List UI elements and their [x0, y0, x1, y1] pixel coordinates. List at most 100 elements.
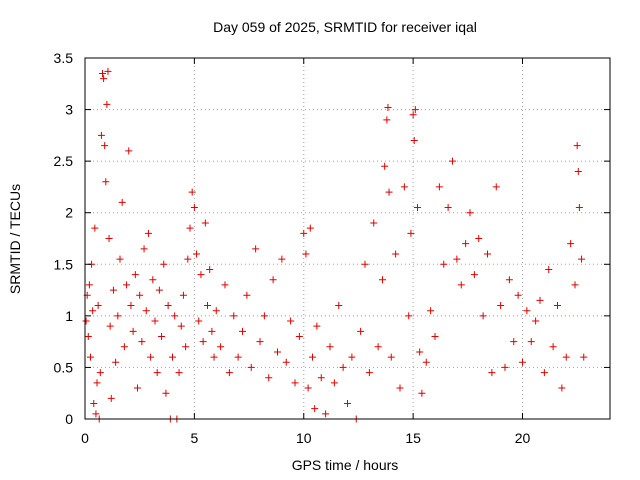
data-point — [197, 271, 205, 279]
y-tick-label: 2.5 — [54, 153, 74, 169]
data-point — [125, 147, 133, 155]
data-point — [357, 327, 365, 335]
data-point — [410, 137, 418, 145]
data-point — [295, 332, 303, 340]
data-point — [431, 332, 439, 340]
data-point — [488, 369, 496, 377]
grid-lines — [85, 58, 610, 419]
data-point — [374, 343, 382, 351]
data-point — [575, 204, 583, 212]
data-point — [101, 142, 109, 150]
data-point — [470, 271, 478, 279]
axis-ticks: 0 0.5 1 1.5 2 2.5 3 3.5 0 5 10 15 20 — [54, 50, 610, 446]
data-point — [396, 384, 404, 392]
data-point — [155, 286, 163, 294]
data-point — [578, 255, 586, 263]
data-point — [217, 343, 225, 351]
data-point — [326, 343, 334, 351]
data-point — [580, 353, 588, 361]
y-tick-label: 3 — [65, 102, 73, 118]
data-point — [309, 353, 316, 361]
data-point — [179, 291, 187, 299]
data-point — [291, 379, 299, 387]
data-point — [247, 363, 255, 371]
data-point — [177, 322, 185, 330]
data-point — [400, 183, 408, 191]
data-point — [505, 276, 513, 284]
data-point — [99, 69, 106, 77]
data-point — [129, 327, 137, 335]
x-tick-label: 10 — [296, 430, 312, 446]
data-point — [93, 379, 101, 387]
data-point — [492, 183, 500, 191]
data-point — [208, 327, 216, 335]
data-point — [365, 369, 373, 377]
data-point — [269, 276, 277, 284]
data-point — [449, 157, 456, 165]
data-point — [416, 348, 424, 356]
data-point — [440, 260, 448, 268]
data-point — [90, 400, 98, 408]
data-point — [106, 322, 114, 330]
data-point — [414, 204, 421, 212]
data-point — [457, 281, 465, 289]
y-tick-label: 3.5 — [54, 50, 74, 66]
data-point — [221, 281, 229, 289]
data-point — [545, 265, 553, 273]
x-axis-title: GPS time / hours — [292, 457, 399, 473]
data-point — [252, 245, 260, 253]
y-tick-label: 0 — [65, 411, 73, 427]
data-point — [306, 224, 314, 232]
data-point — [206, 265, 214, 273]
data-point — [120, 343, 128, 351]
data-point — [475, 235, 483, 242]
data-point — [510, 338, 518, 346]
data-point — [102, 178, 110, 186]
data-point — [175, 369, 183, 377]
data-point — [184, 255, 192, 263]
x-tick-label: 20 — [515, 430, 531, 446]
data-point — [100, 75, 108, 83]
data-point — [466, 209, 474, 217]
data-point — [182, 343, 190, 351]
data-point — [112, 358, 120, 366]
data-point — [89, 307, 97, 315]
data-point — [330, 379, 338, 387]
y-axis-title: SRMTID / TECUs — [7, 184, 23, 294]
data-point — [204, 302, 211, 310]
data-point — [462, 240, 470, 248]
data-point — [136, 291, 144, 299]
data-point — [287, 317, 295, 325]
data-point — [103, 100, 111, 108]
data-point — [201, 219, 209, 227]
data-point — [97, 131, 105, 139]
data-point — [418, 389, 426, 397]
data-point — [554, 302, 561, 310]
data-point — [260, 312, 268, 320]
data-point — [571, 281, 579, 289]
data-point — [140, 245, 148, 253]
data-point — [243, 291, 251, 299]
data-point — [370, 219, 378, 227]
data-point — [361, 260, 369, 268]
data-point — [549, 343, 557, 351]
data-point — [123, 281, 131, 289]
data-point — [422, 358, 430, 366]
data-point — [107, 394, 115, 402]
data-point — [138, 338, 146, 346]
data-point — [188, 188, 196, 196]
data-point — [435, 183, 443, 191]
data-point — [484, 250, 491, 258]
data-point — [567, 240, 575, 248]
chart-title: Day 059 of 2025, SRMTID for receiver iqa… — [213, 19, 477, 35]
data-point — [540, 369, 548, 377]
data-point — [105, 235, 113, 242]
data-point — [562, 353, 570, 361]
data-point — [96, 369, 104, 377]
data-point — [385, 188, 393, 196]
data-point — [514, 291, 522, 299]
data-point — [82, 317, 90, 325]
data-point — [558, 384, 566, 392]
data-point — [116, 255, 124, 263]
